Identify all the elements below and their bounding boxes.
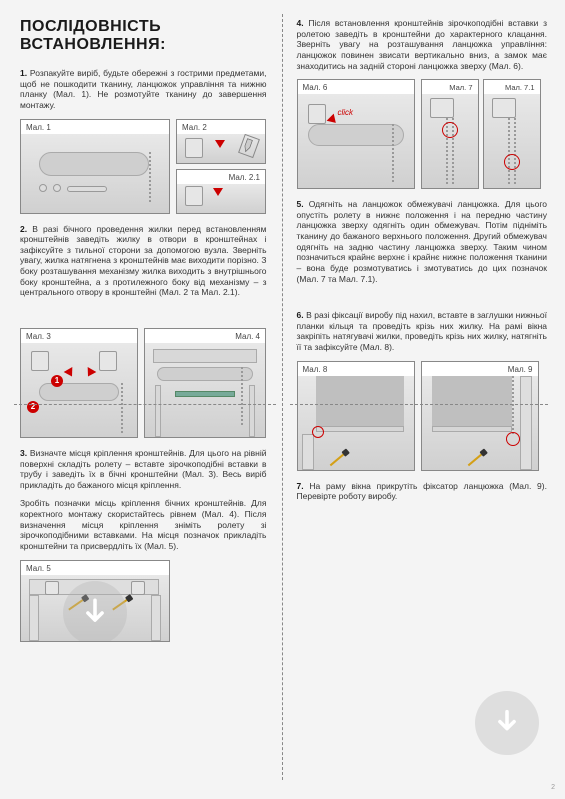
step-1-text: 1. Розпакуйте виріб, будьте обережні з г… [20,68,267,111]
figure-1: Мал. 1 [20,119,170,214]
figure-8-label: Мал. 8 [298,362,414,376]
step-4-text: 4. Після встановлення кронштейнів зірочк… [297,18,548,71]
page-number: 2 [551,784,555,791]
right-column: 4. Після встановлення кронштейнів зірочк… [283,0,565,799]
figure-row-5: Мал. 5 [20,560,267,642]
figure-9-label: Мал. 9 [422,362,538,376]
figure-row-8-9: Мал. 8 Мал. 9 [297,361,548,471]
figure-7-label: Мал. 7 [422,80,478,94]
step-3a-body: Визначте місця кріплення кронштейнів. Дл… [20,448,267,490]
badge-2: 2 [27,401,39,413]
figure-6-image: click [298,94,414,188]
figure-7-image [422,94,478,188]
figure-5-image [21,575,169,641]
figure-4-label: Мал. 4 [145,329,265,343]
figure-6-label: Мал. 6 [298,80,414,94]
step-6-text: 6. В разі фіксації виробу під нахил, вст… [297,310,548,353]
figure-3-label: Мал. 3 [21,329,137,343]
figure-5: Мал. 5 [20,560,170,642]
step-3b-body: Зробіть позначки місць кріплення бічних … [20,498,267,551]
figure-2: Мал. 2 [176,119,266,164]
figure-row-1-2: Мал. 1 Мал. 2 [20,119,267,214]
figure-2-image [177,134,265,163]
horizontal-divider-left [14,404,276,405]
figure-9: Мал. 9 [421,361,539,471]
step-5-body: Одягніть на ланцюжок обмежувачі ланцюжка… [297,199,548,283]
watermark-icon-2 [475,691,539,755]
page-title: ПОСЛІДОВНІСТЬ ВСТАНОВЛЕННЯ: [20,18,267,54]
figure-2-1: Мал. 2.1 [176,169,266,214]
step-2-body: В разі бічного проведення жилки перед вс… [20,224,267,298]
figure-1-image [21,134,169,213]
figure-7-1-label: Мал. 7.1 [484,80,540,94]
left-column: ПОСЛІДОВНІСТЬ ВСТАНОВЛЕННЯ: 1. Розпакуйт… [0,0,283,799]
step-4-body: Після встановлення кронштейнів зірочкопо… [297,18,548,71]
step-3a-text: 3. Визначте місця кріплення кронштейнів.… [20,448,267,491]
watermark-icon [63,581,127,641]
page: ПОСЛІДОВНІСТЬ ВСТАНОВЛЕННЯ: 1. Розпакуйт… [0,0,565,799]
badge-1: 1 [51,375,63,387]
vertical-divider [282,14,283,780]
figure-4-image [145,343,265,437]
figure-2-1-image [177,184,265,213]
figure-9-image [422,376,538,470]
figure-8: Мал. 8 [297,361,415,471]
figure-6: Мал. 6 click [297,79,415,189]
figure-3: Мал. 3 1 2 [20,328,138,438]
figure-4: Мал. 4 [144,328,266,438]
step-3b-text: Зробіть позначки місць кріплення бічних … [20,498,267,551]
step-7-text: 7. На раму вікна прикрутіть фіксатор лан… [297,481,548,502]
figure-7-1-image [484,94,540,188]
figure-3-image: 1 2 [21,343,137,437]
step-7-body: На раму вікна прикрутіть фіксатор ланцюж… [297,481,547,502]
figure-8-image [298,376,414,470]
step-2-text: 2. В разі бічного проведення жилки перед… [20,224,267,298]
figure-2-1-label: Мал. 2.1 [177,170,265,184]
step-5-text: 5. Одягніть на ланцюжок обмежувачі ланцю… [297,199,548,284]
horizontal-divider-right [290,404,548,405]
figure-row-6-7: Мал. 6 click Мал. 7 [297,79,548,189]
figure-row-3-4: Мал. 3 1 2 Мал. 4 [20,328,267,438]
figure-5-label: Мал. 5 [21,561,169,575]
figure-1-label: Мал. 1 [21,120,169,134]
figure-7: Мал. 7 [421,79,479,189]
figure-7-1: Мал. 7.1 [483,79,541,189]
step-6-body: В разі фіксації виробу під нахил, вставт… [297,310,548,352]
figure-2-label: Мал. 2 [177,120,265,134]
step-1-body: Розпакуйте виріб, будьте обережні з гост… [20,68,267,110]
click-label: click [338,108,354,117]
